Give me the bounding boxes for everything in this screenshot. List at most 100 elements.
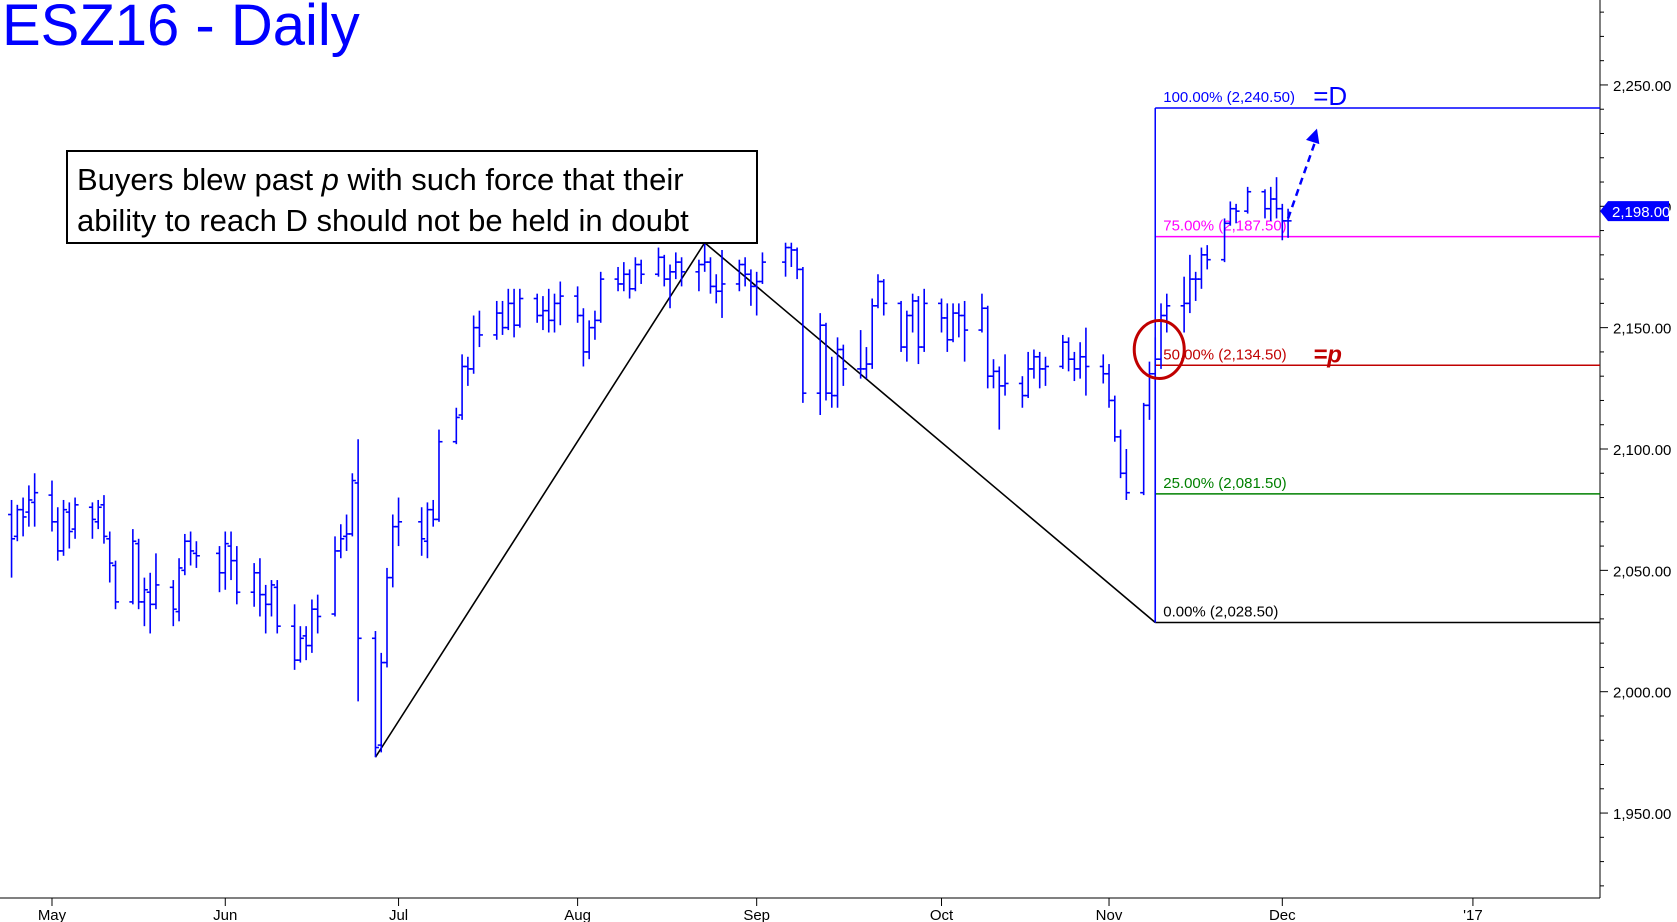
- x-tick-label: Jul: [389, 907, 408, 922]
- ohlc-bar: [146, 572, 154, 634]
- ohlc-bar: [747, 269, 755, 306]
- ohlc-bar: [545, 288, 553, 333]
- ohlc-bar: [955, 303, 963, 338]
- ohlc-bar: [741, 257, 749, 287]
- ohlc-bar: [100, 495, 108, 544]
- ohlc-bar: [990, 359, 998, 389]
- ohlc-bar: [712, 274, 720, 304]
- ohlc-bar: [1117, 429, 1125, 479]
- ohlc-bar: [71, 497, 79, 539]
- ohlc-bar: [308, 599, 316, 653]
- fib-level-label: 0.00% (2,028.50): [1163, 604, 1278, 621]
- ohlc-bar: [302, 626, 310, 661]
- ohlc-bar: [435, 429, 443, 522]
- ohlc-bar: [452, 407, 460, 445]
- y-tick-label: 2,100.00: [1613, 442, 1671, 459]
- ohlc-bar: [383, 567, 391, 668]
- x-tick-label: '17: [1463, 907, 1483, 922]
- y-tick-label: 1,950.00: [1613, 806, 1671, 823]
- ohlc-bar: [920, 288, 928, 352]
- ohlc-bar: [337, 524, 345, 559]
- ohlc-bar: [1036, 351, 1044, 389]
- ohlc-bar: [296, 626, 304, 663]
- y-tick-label: 2,000.00: [1613, 685, 1671, 702]
- x-tick-label: Oct: [930, 907, 954, 922]
- fib-level-tag: =D: [1313, 81, 1347, 111]
- ohlc-bar: [1059, 334, 1067, 369]
- ohlc-bar: [8, 499, 16, 578]
- ohlc-bar: [354, 439, 362, 702]
- ohlc-bar: [106, 531, 114, 583]
- ohlc-bar: [1186, 254, 1194, 314]
- ohlc-bar: [1180, 276, 1188, 333]
- ohlc-bar: [233, 546, 241, 605]
- ohlc-bar: [395, 497, 403, 547]
- ohlc-bar: [706, 257, 714, 294]
- ohlc-bar: [1244, 186, 1252, 214]
- ohlc-bar: [1076, 342, 1084, 379]
- ohlc-bar: [175, 558, 183, 622]
- ohlc-bar: [672, 252, 680, 280]
- ohlc-bar: [903, 310, 911, 362]
- ohlc-bar: [753, 271, 761, 316]
- y-tick-label: 2,250.00: [1613, 78, 1671, 95]
- ohlc-bar: [169, 580, 177, 627]
- ohlc-bar: [181, 533, 189, 576]
- ohlc-bar: [574, 286, 582, 323]
- ohlc-bar: [1273, 177, 1281, 219]
- x-tick-label: Nov: [1096, 907, 1123, 922]
- ohlc-bar: [637, 259, 645, 284]
- ohlc-bar: [1284, 208, 1292, 238]
- ohlc-bar: [250, 563, 258, 607]
- ohlc-bar: [551, 293, 559, 333]
- ohlc-bar: [591, 310, 599, 340]
- ohlc-bar: [458, 354, 466, 420]
- fib-level-label: 100.00% (2,240.50): [1163, 89, 1295, 106]
- ohlc-bar: [828, 356, 836, 408]
- ohlc-bar: [273, 580, 281, 634]
- ohlc-bar: [215, 546, 223, 593]
- ohlc-bar: [880, 279, 888, 316]
- ohlc-bar: [94, 499, 102, 530]
- ohlc-bar: [1261, 189, 1269, 219]
- ohlc-bar: [343, 514, 351, 551]
- ohlc-bar: [499, 300, 507, 335]
- ohlc-bar: [475, 310, 483, 348]
- ohlc-bar: [54, 507, 62, 561]
- ohlc-bar: [135, 538, 143, 610]
- ohlc-bar: [152, 553, 160, 610]
- ohlc-bar: [533, 293, 541, 323]
- ohlc-bar: [112, 560, 120, 610]
- ohlc-bar: [1163, 293, 1171, 333]
- x-tick-label: Dec: [1269, 907, 1296, 922]
- ohlc-bar: [1232, 203, 1240, 224]
- ohlc-bar: [787, 242, 795, 267]
- abc-pattern-line: [374, 241, 1156, 758]
- ohlc-bar: [464, 356, 472, 386]
- ohlc-bar: [874, 274, 882, 309]
- fib-level-tag: =p: [1313, 341, 1342, 368]
- ohlc-bar: [978, 293, 986, 333]
- ohlc-bar: [1082, 327, 1090, 396]
- ohlc-bar: [1099, 354, 1107, 384]
- ohlc-bar: [418, 507, 426, 556]
- ohlc-bar: [227, 531, 235, 581]
- ohlc-bar: [510, 288, 518, 338]
- last-price-marker: 2,198.00: [1600, 201, 1670, 222]
- ohlc-bar: [140, 577, 148, 627]
- ohlc-bar: [19, 497, 27, 537]
- ohlc-bar: [654, 247, 662, 277]
- ohlc-bar: [909, 293, 917, 333]
- ohlc-bar: [331, 536, 339, 617]
- annotation-line-2: ability to reach D should not be held in…: [77, 203, 689, 238]
- ohlc-bar: [516, 288, 524, 328]
- ohlc-bar: [1018, 376, 1026, 408]
- ohlc-bar: [914, 296, 922, 365]
- ohlc-bar: [1030, 349, 1038, 379]
- ohlc-bar: [493, 300, 501, 340]
- ohlc-bar: [267, 580, 275, 617]
- ohlc-bar: [585, 320, 593, 360]
